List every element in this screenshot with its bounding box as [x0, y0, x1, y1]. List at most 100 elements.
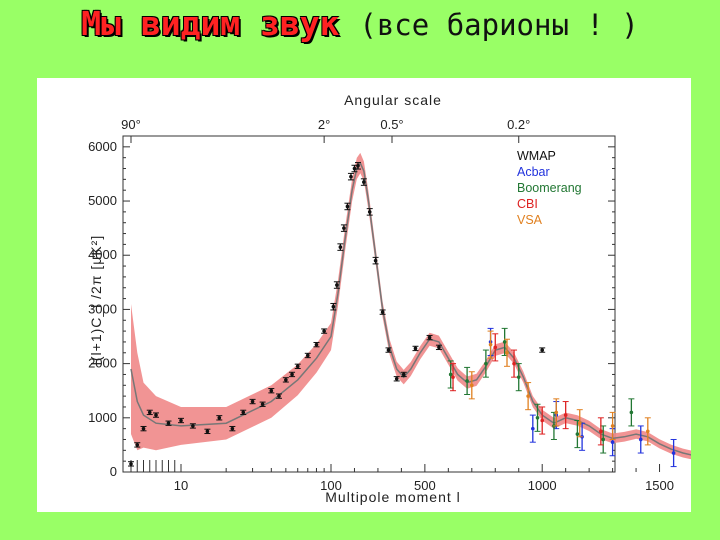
data-point — [526, 394, 530, 398]
data-point — [295, 364, 300, 369]
data-point — [260, 402, 265, 407]
data-point — [277, 394, 281, 398]
data-point — [191, 424, 195, 428]
data-point — [305, 353, 310, 358]
data-point — [502, 340, 507, 344]
data-point — [437, 345, 441, 350]
data-point — [540, 348, 544, 352]
legend-item-vsa: VSA — [517, 213, 543, 227]
data-point — [599, 429, 603, 434]
data-point — [448, 372, 453, 377]
data-point — [335, 283, 339, 287]
data-point — [575, 432, 580, 436]
data-point — [380, 310, 385, 314]
y-tick-label: 3000 — [88, 301, 117, 316]
data-point — [362, 180, 366, 184]
data-point — [352, 166, 357, 171]
data-point — [345, 204, 350, 209]
data-point — [250, 399, 255, 404]
y-tick-label: 1000 — [88, 410, 117, 425]
data-point — [241, 410, 246, 415]
data-point — [638, 437, 643, 442]
chart-top-title: Angular scale — [344, 92, 442, 108]
data-point — [512, 361, 516, 366]
data-point — [356, 164, 360, 168]
data-point — [154, 413, 158, 417]
data-point — [484, 361, 488, 366]
data-point — [563, 413, 568, 417]
x-axis-title: Multipole moment l — [325, 489, 461, 505]
data-point — [465, 379, 469, 383]
slide-title-sub: (все барионы ! ) — [359, 8, 639, 42]
data-point — [367, 210, 372, 214]
model-curve — [130, 161, 691, 456]
y-tick-label: 5000 — [88, 193, 117, 208]
x-tick-label: 10 — [174, 478, 188, 493]
data-point — [505, 350, 509, 355]
data-point — [373, 258, 378, 263]
legend-item-acbar: Acbar — [517, 165, 550, 179]
series-acbar — [487, 327, 677, 468]
data-point — [386, 348, 391, 352]
data-point — [269, 388, 274, 393]
data-point — [314, 342, 319, 347]
top-tick-label: 90° — [121, 117, 141, 132]
data-point — [451, 375, 455, 379]
series-cbi — [450, 333, 604, 446]
data-point — [516, 375, 521, 379]
data-point — [554, 410, 559, 415]
legend-item-cbi: CBI — [517, 197, 538, 211]
data-point — [401, 372, 406, 377]
y-tick-label: 6000 — [88, 139, 117, 154]
series-wmap — [128, 162, 546, 467]
data-point — [141, 426, 146, 431]
plot-frame — [122, 135, 616, 473]
y-tick-label: 0 — [110, 464, 117, 479]
data-point — [349, 174, 353, 179]
top-tick-label: 0.2° — [507, 117, 530, 132]
slide-title: Мы видим звук (все барионы ! ) — [0, 4, 720, 43]
x-tick-label: 500 — [414, 478, 436, 493]
top-tick-label: 0.5° — [380, 117, 403, 132]
data-point — [342, 226, 346, 230]
data-point — [322, 329, 326, 333]
data-point — [413, 346, 418, 351]
data-point — [671, 451, 676, 455]
y-tick-label: 2000 — [88, 356, 117, 371]
data-point — [577, 421, 582, 426]
data-point — [284, 378, 288, 382]
data-point — [331, 304, 336, 309]
y-tick-label: 4000 — [88, 247, 117, 262]
data-point — [610, 440, 615, 444]
data-point — [147, 410, 152, 415]
series-boomerang — [447, 327, 635, 454]
data-point — [135, 443, 140, 447]
model-uncertainty-band — [131, 152, 691, 460]
x-tick-label: 1500 — [645, 478, 674, 493]
data-point — [338, 245, 343, 249]
data-point — [205, 429, 210, 434]
data-point — [427, 335, 432, 340]
data-point — [629, 410, 634, 415]
data-point — [129, 462, 133, 466]
data-point — [610, 424, 615, 428]
legend-item-wmap: WMAP — [517, 149, 556, 163]
x-tick-label: 100 — [320, 478, 342, 493]
cmb-power-spectrum-chart: Angular scale Multipole moment l l(l+1)C… — [88, 92, 691, 505]
data-point — [488, 342, 493, 347]
data-point — [230, 426, 235, 431]
data-point — [217, 416, 222, 420]
slide-title-main: Мы видим звук — [81, 4, 340, 43]
data-point — [394, 376, 399, 381]
data-point — [646, 429, 650, 434]
data-point — [290, 372, 294, 377]
figure-panel: Angular scale Multipole moment l l(l+1)C… — [37, 78, 691, 512]
data-point — [535, 416, 540, 420]
x-tick-label: 1000 — [528, 478, 557, 493]
data-point — [601, 437, 606, 442]
data-point — [493, 345, 498, 350]
data-point — [179, 418, 183, 423]
series-vsa — [468, 330, 651, 446]
legend-item-boomerang: Boomerang — [517, 181, 582, 195]
data-point — [470, 383, 474, 388]
